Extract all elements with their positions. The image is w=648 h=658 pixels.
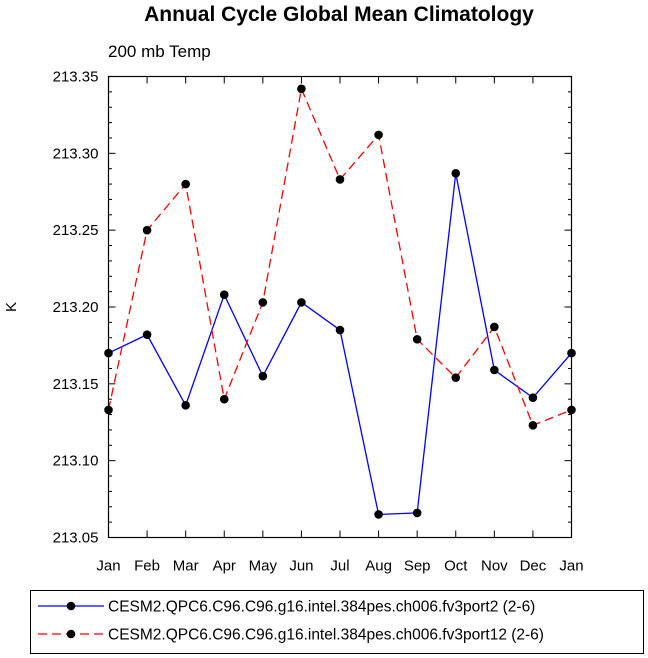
series-2-point <box>181 179 190 189</box>
x-tick-label: Oct <box>444 558 468 575</box>
x-tick-label: Nov <box>481 558 508 575</box>
x-tick-label: May <box>249 558 278 575</box>
y-axis-label: K <box>3 302 20 312</box>
series-1-point <box>181 401 190 410</box>
chart-subtitle: 200 mb Temp <box>108 42 211 61</box>
x-tick-label: Apr <box>213 558 236 575</box>
series-2-point <box>335 175 345 184</box>
series-2-point <box>297 84 306 94</box>
y-tick-label: 213.10 <box>53 453 99 470</box>
series-1-point <box>219 290 229 300</box>
series-1-point <box>412 508 422 518</box>
series-1-point <box>451 169 461 178</box>
y-tick-label: 213.20 <box>53 299 99 316</box>
x-tick-label: Sep <box>404 558 431 575</box>
x-tick-label: Mar <box>173 558 199 575</box>
series-2-point <box>528 421 538 430</box>
y-tick-label: 213.05 <box>53 530 99 547</box>
series-2-point <box>490 322 499 332</box>
x-tick-label: Feb <box>134 558 160 575</box>
x-tick-label: Jul <box>330 558 349 575</box>
y-tick-label: 213.30 <box>53 145 99 162</box>
series-line-1 <box>108 173 572 516</box>
series-1-point <box>374 510 383 519</box>
series-1-point <box>142 330 152 339</box>
series-1-point <box>258 371 268 381</box>
x-tick-label: Jan <box>559 558 583 575</box>
chart-title: Annual Cycle Global Mean Climatology <box>144 3 534 26</box>
series-1-point <box>335 325 345 335</box>
axis-ticks: Jan Feb Mar Apr May Jun Jul Aug Sep Oct Nov Dec Jan 2… <box>53 69 584 575</box>
y-tick-label: 213.15 <box>53 376 99 393</box>
x-tick-label: Aug <box>365 558 392 575</box>
legend-label-1: CESM2.QPC6.C96.C96.g16.intel.384pes.ch00… <box>108 599 535 616</box>
y-tick-label: 213.35 <box>53 69 99 86</box>
y-tick-label: 213.25 <box>53 222 99 239</box>
series-2-point <box>451 373 461 382</box>
series-2-point <box>412 334 422 344</box>
series-2-point <box>219 394 229 404</box>
legend-marker-1 <box>66 601 76 611</box>
series-layer <box>104 84 576 519</box>
legend-marker-2 <box>66 629 76 639</box>
series-1-point <box>297 298 306 307</box>
legend: CESM2.QPC6.C96.C96.g16.intel.384pes.ch00… <box>30 590 644 654</box>
series-2-point <box>142 225 152 235</box>
legend-label-2: CESM2.QPC6.C96.C96.g16.intel.384pes.ch00… <box>108 627 544 644</box>
plot-frame <box>107 75 573 539</box>
series-1-point <box>490 365 499 375</box>
series-2-point <box>258 298 268 307</box>
series-2-point <box>374 130 383 140</box>
x-tick-label: Jun <box>289 558 313 575</box>
legend-box <box>30 590 644 654</box>
series-1-point <box>528 393 538 402</box>
x-tick-label: Dec <box>520 558 547 575</box>
x-tick-label: Jan <box>96 558 120 575</box>
